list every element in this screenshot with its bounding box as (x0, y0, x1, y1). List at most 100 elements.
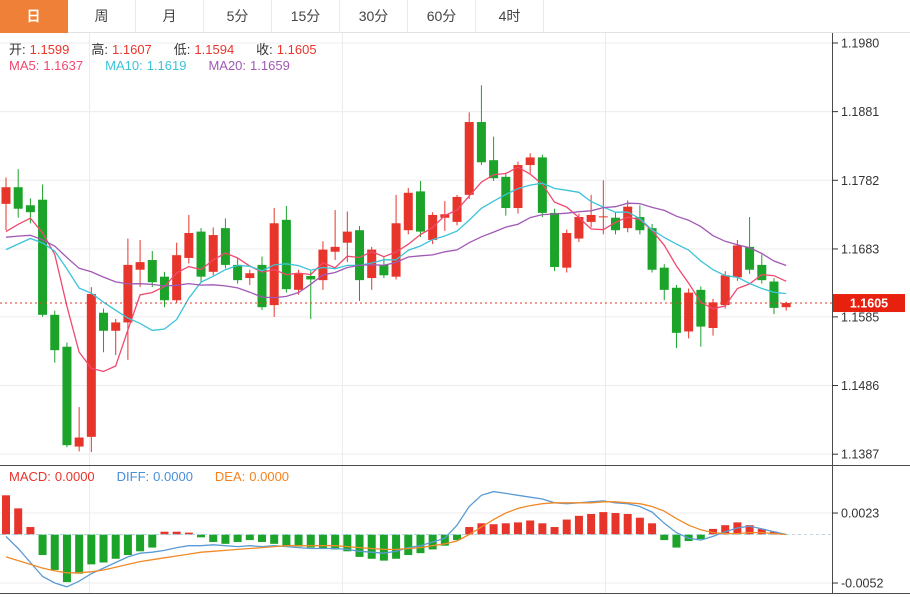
candle-33 (403, 192, 413, 231)
candle-34 (415, 191, 425, 232)
candle-50 (611, 217, 620, 231)
candle-42 (513, 165, 523, 209)
price-tick-6: 1.1387 (841, 448, 879, 462)
candle-1 (13, 187, 23, 209)
macd-tick-0: 0.0023 (841, 507, 879, 521)
candle-39 (476, 122, 486, 163)
candle-4 (50, 314, 60, 351)
ohlc-value: 1.1599 (29, 42, 70, 57)
tab-4hour[interactable]: 4时 (476, 0, 544, 33)
tab-5min[interactable]: 5分 (204, 0, 272, 33)
candle-40 (489, 160, 499, 179)
current-price-label: 1.1605 (850, 297, 888, 311)
candle-8 (99, 312, 109, 331)
tab-day[interactable]: 日 (0, 0, 68, 33)
grid-layer (0, 33, 832, 593)
tabbar-filler (544, 0, 910, 33)
macd-value: 0.0000 (153, 469, 193, 484)
candle-20 (245, 273, 255, 279)
candle-26 (318, 249, 328, 281)
ma5-line (5, 166, 787, 373)
macd-lines-layer (5, 490, 830, 588)
candle-41 (501, 176, 511, 209)
ohlc-value: 1.1594 (194, 42, 235, 57)
candle-63 (769, 281, 779, 308)
candle-12 (147, 260, 157, 283)
price-tick-4: 1.1585 (841, 310, 879, 324)
ma-value: 1.1619 (146, 58, 187, 73)
price-axis: 1.1980 1.1881 1.1782 1.1683 1.1585 1.1486 1.13… (832, 37, 883, 591)
ohlc-label: 高: (91, 42, 109, 57)
candle-45 (550, 212, 560, 267)
borders-layer (0, 33, 910, 594)
candle-10 (123, 264, 133, 323)
candle-5 (62, 346, 72, 446)
ma-readout: MA5: 1.1637 MA10: 1.1619 MA20: 1.1659 (9, 58, 312, 73)
macd-label: DIFF: (116, 469, 150, 484)
price-tick-1: 1.1881 (841, 105, 879, 119)
candle-58 (708, 302, 718, 328)
macd-readout: MACD: 0.0000 DIFF: 0.0000 DEA: 0.0000 (9, 469, 311, 484)
ma-value: 1.1637 (43, 58, 84, 73)
ma20-line (5, 202, 787, 299)
candle-11 (135, 262, 145, 270)
candle-30 (367, 249, 377, 279)
ohlc-value: 1.1605 (276, 42, 317, 57)
candle-54 (659, 267, 669, 290)
candle-24 (294, 273, 304, 290)
candle-57 (696, 289, 706, 327)
ohlc-label: 开: (9, 42, 26, 57)
candle-55 (671, 287, 681, 333)
candle-17 (208, 235, 218, 272)
macd-value: 0.0000 (54, 469, 95, 484)
ma-label: MA10: (105, 58, 143, 73)
ma-lines-layer (5, 166, 787, 373)
candle-13 (159, 276, 169, 301)
tab-month[interactable]: 月 (136, 0, 204, 33)
candle-31 (379, 264, 389, 276)
candle-62 (757, 264, 767, 281)
candle-9 (111, 322, 121, 331)
candle-60 (732, 245, 742, 278)
current-price-tag: 1.1605 (833, 294, 905, 313)
ohlc-value: 1.1607 (112, 42, 152, 57)
candle-23 (281, 219, 291, 290)
tab-week[interactable]: 周 (68, 0, 136, 33)
candle-21 (257, 264, 267, 308)
dea-line (5, 501, 787, 574)
candle-27 (330, 246, 340, 252)
candle-59 (720, 275, 730, 306)
timeframe-tabbar: 日周月 5分 15分 30分 60分 4时 (0, 0, 910, 33)
macd-label: MACD: (9, 469, 51, 484)
candle-28 (342, 231, 352, 243)
candle-2 (25, 205, 35, 213)
price-tick-0: 1.1980 (841, 37, 879, 51)
candlestick-chart[interactable]: 1.1980 1.1881 1.1782 1.1683 1.1585 1.1486 1.13… (0, 33, 910, 597)
tab-60min[interactable]: 60分 (408, 0, 476, 33)
ohlc-readout: 开: 1.1599 高: 1.1607 低: 1.1594 收: 1.1605 (9, 39, 339, 58)
macd-histogram-layer (2, 495, 778, 583)
candle-52 (635, 217, 645, 231)
macd-label: DEA: (214, 469, 246, 484)
candles-layer (1, 85, 791, 453)
candle-7 (86, 294, 96, 437)
tab-30min[interactable]: 30分 (340, 0, 408, 33)
ohlc-label: 收: (256, 42, 273, 57)
ma-label: MA20: (208, 58, 247, 73)
ma-value: 1.1659 (250, 58, 290, 73)
candle-56 (684, 292, 694, 332)
dif-line (5, 490, 787, 588)
candle-16 (196, 231, 206, 277)
candle-6 (74, 437, 84, 447)
tab-15min[interactable]: 15分 (272, 0, 340, 33)
ma10-line (5, 182, 787, 332)
candle-15 (184, 232, 194, 258)
candle-47 (574, 217, 584, 239)
candle-29 (355, 230, 365, 281)
price-tick-3: 1.1683 (841, 242, 879, 256)
macd-tick-1: -0.0052 (841, 577, 883, 591)
macd-value: 0.0000 (249, 469, 290, 484)
price-tick-2: 1.1782 (841, 174, 879, 188)
candle-25 (306, 275, 316, 280)
